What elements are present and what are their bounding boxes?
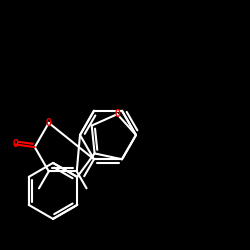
Text: O: O — [114, 109, 120, 119]
Text: O: O — [46, 118, 52, 128]
Text: O: O — [12, 140, 18, 149]
